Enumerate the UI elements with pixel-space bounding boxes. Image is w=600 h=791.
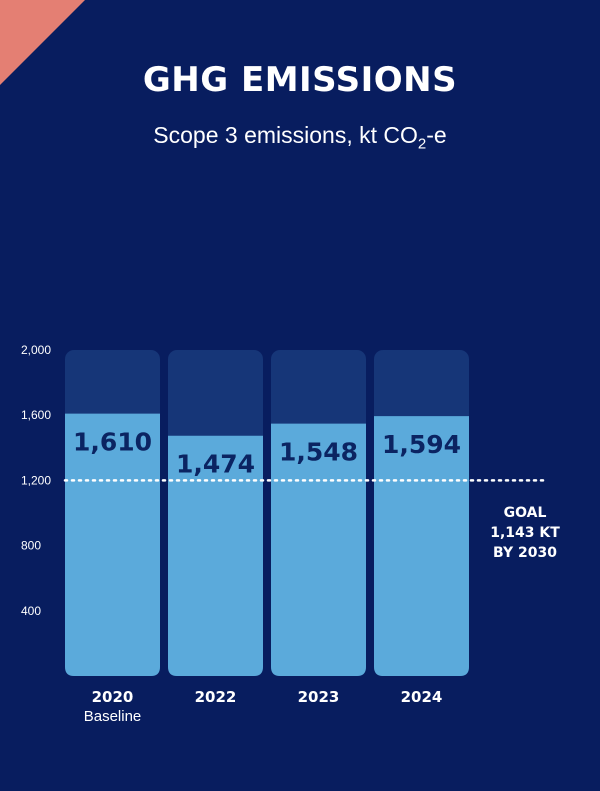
x-tick-label: 2020 [92,688,134,706]
x-tick-label: 2024 [401,688,443,706]
subtitle-suffix: -e [426,122,447,148]
bar-value-label: 1,474 [176,450,255,479]
x-tick-sublabel: Baseline [84,708,142,725]
bar-value-label: 1,594 [382,430,461,459]
y-tick-label: 800 [21,539,41,553]
bar-value-label: 1,610 [73,428,152,457]
y-tick-label: 1,200 [21,473,51,487]
x-tick-label: 2023 [298,688,340,706]
chart-title: GHG EMISSIONS [142,60,458,100]
goal-year: BY 2030 [493,545,557,561]
x-tick-label: 2022 [195,688,237,706]
goal-value: 1,143 KT [490,525,560,541]
bar [271,423,366,676]
chart-subtitle: Scope 3 emissions, kt CO2-e [0,122,600,153]
y-tick-label: 2,000 [21,343,51,357]
y-tick-label: 400 [21,604,41,618]
subtitle-text: Scope 3 emissions, kt CO [153,122,418,148]
y-tick-label: 1,600 [21,408,51,422]
corner-accent [0,0,85,85]
bar [168,435,263,676]
subtitle-subscript: 2 [417,135,427,153]
bar-value-label: 1,548 [279,438,358,467]
goal-annotation: GOAL 1,143 KT BY 2030 [470,503,580,563]
goal-label: GOAL [503,505,547,521]
